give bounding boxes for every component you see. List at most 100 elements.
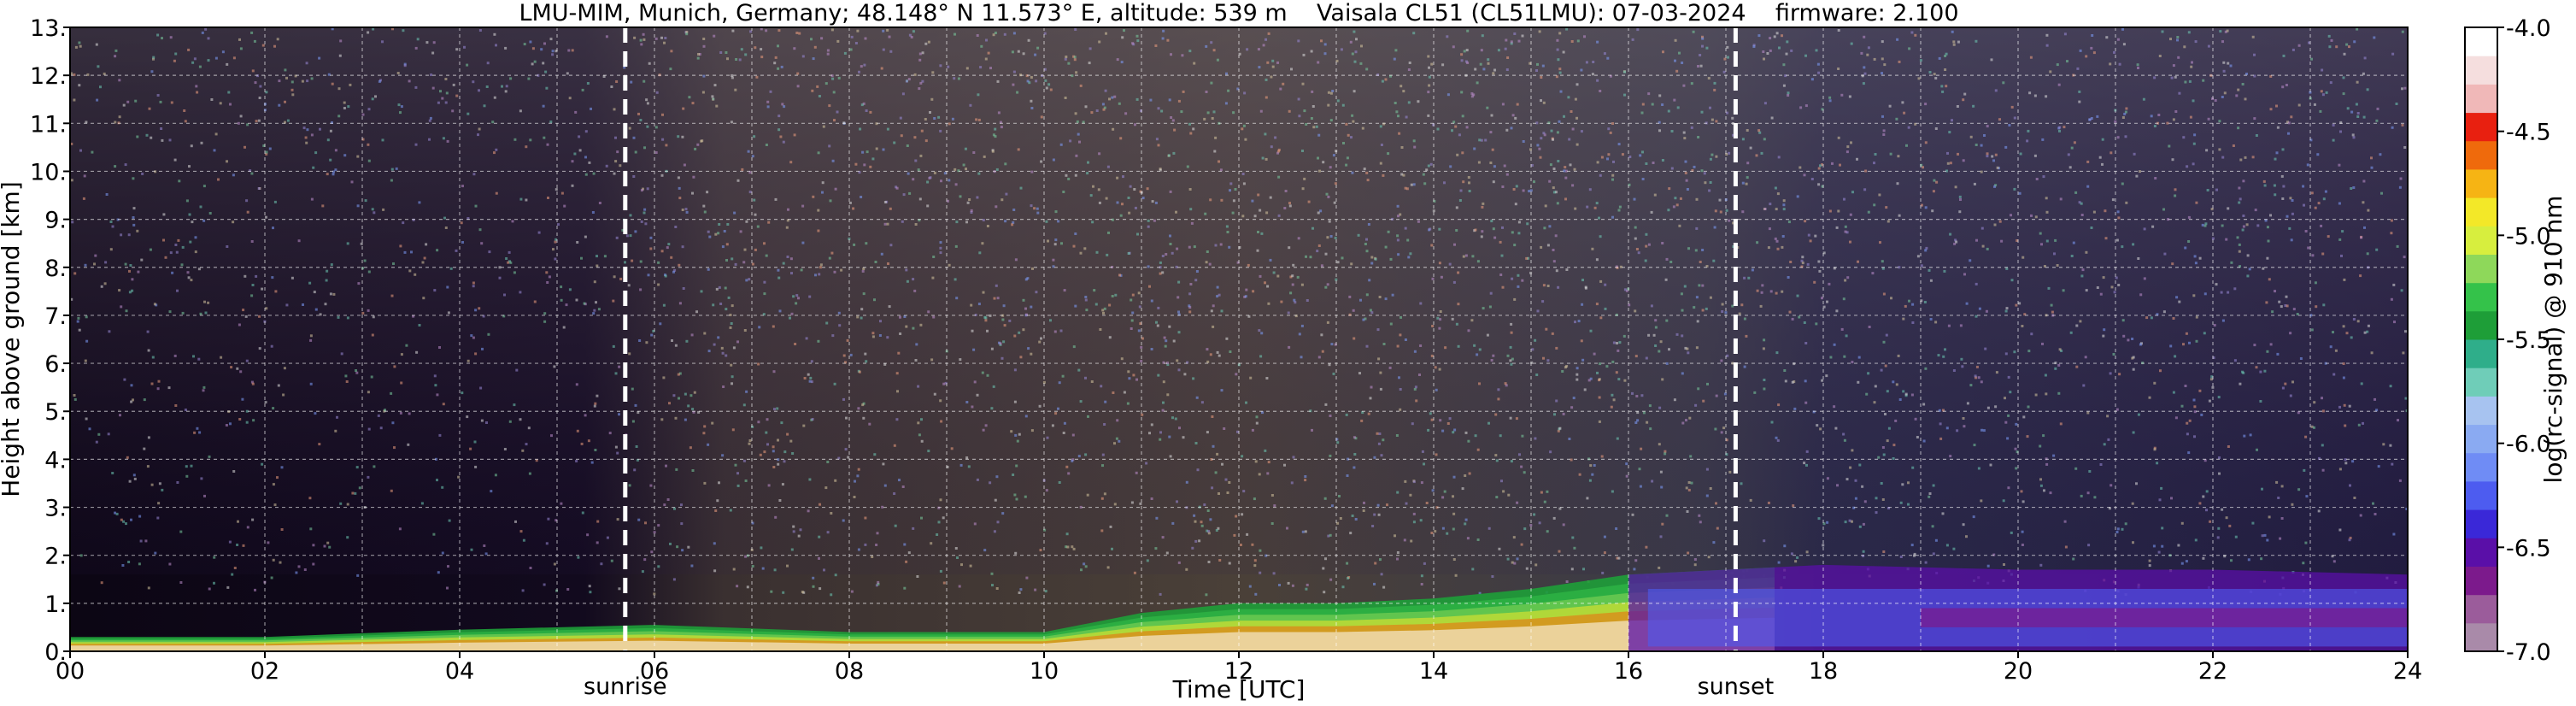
noise-speck [1899, 556, 1903, 558]
noise-speck [1434, 530, 1437, 533]
noise-speck [1828, 209, 1832, 213]
noise-speck [1324, 403, 1328, 406]
noise-speck [2268, 515, 2271, 519]
noise-speck [772, 450, 775, 453]
noise-speck [2253, 74, 2256, 78]
noise-speck [628, 484, 631, 487]
noise-speck [495, 148, 498, 151]
noise-speck [777, 128, 781, 132]
noise-speck [1480, 49, 1483, 52]
noise-speck [957, 77, 960, 80]
noise-speck [2372, 502, 2374, 505]
noise-speck [1140, 360, 1143, 362]
noise-speck [781, 483, 784, 486]
noise-speck [1581, 303, 1584, 306]
noise-speck [323, 544, 326, 548]
noise-speck [674, 344, 678, 347]
noise-speck [225, 424, 228, 427]
noise-speck [2222, 61, 2226, 64]
noise-speck [2238, 201, 2241, 204]
noise-speck [555, 50, 558, 53]
noise-speck [2117, 216, 2121, 220]
noise-speck [1387, 152, 1390, 156]
noise-speck [1231, 211, 1235, 215]
noise-speck [2035, 178, 2039, 180]
noise-speck [2187, 451, 2191, 455]
noise-speck [1139, 502, 1142, 505]
noise-speck [126, 100, 130, 103]
noise-speck [2216, 536, 2220, 539]
noise-speck [1058, 381, 1061, 385]
noise-speck [629, 234, 632, 238]
noise-speck [297, 565, 301, 568]
noise-speck [965, 221, 968, 224]
noise-speck [1441, 527, 1445, 530]
noise-speck [364, 199, 367, 203]
noise-speck [702, 74, 706, 78]
noise-speck [812, 57, 815, 61]
noise-speck [650, 550, 654, 554]
noise-speck [1796, 556, 1799, 559]
noise-speck [1611, 178, 1614, 181]
noise-speck [2396, 244, 2399, 248]
noise-speck [584, 156, 587, 159]
noise-speck [820, 37, 824, 40]
noise-speck [801, 591, 804, 594]
noise-speck [1863, 35, 1866, 38]
noise-speck [619, 277, 623, 280]
noise-speck [1489, 291, 1493, 295]
noise-speck [770, 590, 773, 593]
noise-speck [1229, 182, 1233, 185]
noise-speck [2203, 292, 2207, 296]
y-tick-label: 1. [44, 591, 67, 618]
noise-speck [698, 53, 701, 56]
noise-speck [1211, 486, 1214, 490]
noise-speck [2379, 153, 2382, 156]
noise-speck [149, 248, 152, 251]
noise-speck [255, 274, 258, 278]
noise-speck [2080, 494, 2083, 497]
noise-speck [1427, 55, 1430, 58]
noise-speck [1388, 366, 1392, 369]
noise-speck [491, 121, 495, 124]
noise-speck [1516, 103, 1519, 106]
noise-speck [1279, 87, 1282, 91]
noise-speck [1645, 244, 1648, 248]
noise-speck [132, 216, 135, 219]
noise-speck [1438, 327, 1441, 330]
noise-speck [1224, 102, 1228, 105]
noise-speck [2201, 223, 2204, 227]
noise-speck [678, 372, 682, 375]
noise-speck [862, 268, 866, 270]
noise-speck [1062, 191, 1065, 193]
noise-speck [2239, 382, 2242, 385]
noise-speck [783, 105, 786, 109]
noise-speck [1942, 355, 1945, 358]
noise-speck [852, 207, 855, 210]
noise-speck [1329, 91, 1333, 95]
noise-speck [1497, 388, 1500, 391]
noise-speck [1260, 232, 1264, 235]
noise-speck [593, 309, 596, 312]
noise-speck [984, 57, 988, 61]
noise-speck [2158, 498, 2162, 502]
noise-speck [1975, 376, 1977, 379]
noise-speck [2352, 186, 2356, 189]
noise-speck [745, 220, 748, 223]
noise-speck [214, 132, 218, 136]
noise-speck [1452, 121, 1456, 124]
noise-speck [280, 528, 284, 531]
noise-speck [436, 249, 439, 252]
noise-speck [1709, 181, 1712, 184]
x-tick-label: 22 [2198, 658, 2227, 685]
noise-speck [980, 44, 983, 48]
noise-speck [878, 334, 882, 337]
x-tick-label: 02 [250, 658, 279, 685]
noise-speck [1157, 306, 1160, 309]
noise-speck [1188, 122, 1191, 126]
noise-speck [1146, 187, 1149, 191]
noise-speck [743, 248, 747, 251]
noise-speck [616, 150, 619, 154]
noise-speck [2332, 331, 2334, 334]
noise-speck [1833, 405, 1836, 409]
